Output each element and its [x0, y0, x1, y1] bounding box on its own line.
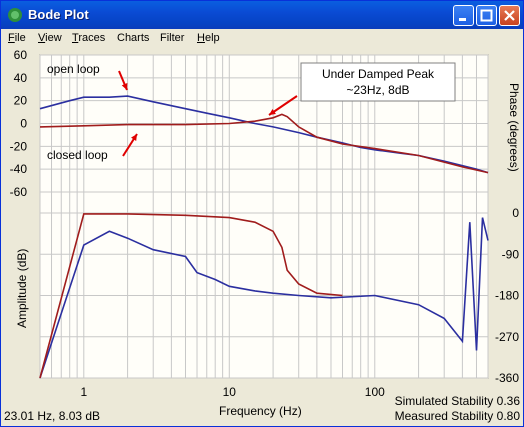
- plot-area: [39, 54, 489, 379]
- annotation-open-loop: open loop: [47, 62, 100, 76]
- menu-filter[interactable]: Filter: [160, 32, 185, 44]
- close-icon: [504, 10, 515, 21]
- menu-charts[interactable]: Charts: [117, 32, 150, 44]
- measured-stability: Measured Stability 0.80: [394, 409, 520, 423]
- y-tick-label: 20: [14, 94, 28, 108]
- open-loop-arrow: [118, 70, 128, 91]
- minimize-icon: [459, 18, 466, 21]
- closed-loop-arrow: [122, 133, 138, 157]
- x-tick-label: 100: [365, 385, 385, 399]
- menu-file[interactable]: File: [8, 32, 26, 44]
- annotation-closed-loop: closed loop: [47, 148, 108, 162]
- menu-bar: File View Traces Charts Filter Help: [1, 29, 523, 47]
- phase-axis-label: Phase (degrees): [507, 83, 521, 172]
- cursor-readout: 23.01 Hz, 8.03 dB: [4, 409, 101, 423]
- maximize-icon: [480, 9, 493, 22]
- y-tick-label: 0: [20, 117, 27, 131]
- bode-chart[interactable]: 60 40 20 0 -20 -40 -60 0 -90 -180 -270 -360 1 10 100 Am…: [1, 47, 523, 407]
- y-tick-label: -60: [10, 185, 28, 199]
- title-bar[interactable]: Bode Plot: [1, 1, 523, 29]
- phase-tick-label: -360: [495, 371, 519, 385]
- closed-loop-amplitude-line: [39, 113, 489, 174]
- menu-help[interactable]: Help: [197, 32, 220, 44]
- amplitude-axis-label: Amplitude (dB): [15, 249, 29, 328]
- maximize-button[interactable]: [476, 5, 497, 26]
- phase-tick-label: 0: [512, 206, 519, 220]
- peak-arrow: [268, 95, 298, 116]
- y-tick-label: -20: [10, 139, 28, 153]
- x-tick-label: 1: [80, 385, 87, 399]
- app-icon: [8, 8, 22, 22]
- y-tick-label: 60: [14, 48, 28, 62]
- y-tick-label: -40: [10, 162, 28, 176]
- menu-traces[interactable]: Traces: [72, 32, 106, 44]
- annotation-box: [300, 62, 456, 102]
- phase-tick-label: -270: [495, 330, 519, 344]
- open-loop-phase-line: [39, 217, 489, 379]
- close-button[interactable]: [499, 5, 520, 26]
- simulated-stability: Simulated Stability 0.36: [394, 394, 520, 408]
- phase-tick-label: -180: [495, 289, 519, 303]
- x-tick-label: 10: [223, 385, 237, 399]
- annotation-peak-title: Under Damped Peak: [322, 67, 435, 81]
- y-tick-label: 40: [14, 71, 28, 85]
- closed-loop-phase-line: [39, 213, 343, 379]
- menu-view[interactable]: View: [38, 32, 62, 44]
- x-axis-label: Frequency (Hz): [219, 404, 302, 418]
- annotation-peak-value: ~23Hz, 8dB: [346, 83, 409, 97]
- window-title: Bode Plot: [28, 7, 89, 22]
- phase-tick-label: -90: [502, 247, 520, 261]
- minimize-button[interactable]: [453, 5, 474, 26]
